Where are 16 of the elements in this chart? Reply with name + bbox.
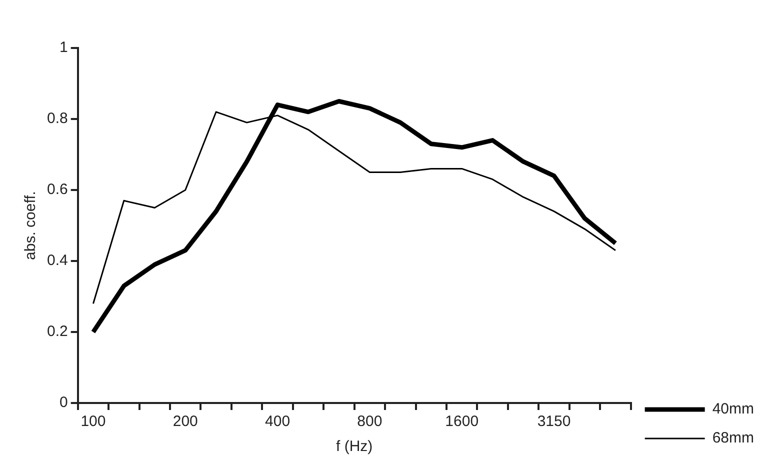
y-tick-label: 0.2 [46, 323, 68, 340]
x-tick-label: 400 [265, 413, 290, 430]
y-tick-label: 0.4 [46, 252, 68, 270]
x-tick-label: 200 [172, 413, 198, 430]
x-axis-title: f (Hz) [336, 438, 373, 456]
x-tick-label: 1600 [445, 413, 479, 430]
y-tick-label: 0.6 [46, 181, 68, 198]
y-tick-label: 0.8 [46, 110, 68, 128]
legend-label: 68mm [712, 430, 754, 447]
x-tick-label: 100 [80, 413, 106, 430]
y-axis-title: abs. coeff. [22, 191, 40, 260]
legend-label: 40mm [712, 400, 754, 418]
x-tick-label: 800 [357, 413, 382, 430]
y-tick-label: 0 [60, 394, 68, 412]
x-tick-label: 3150 [537, 413, 571, 430]
y-tick-label: 1 [60, 39, 68, 56]
